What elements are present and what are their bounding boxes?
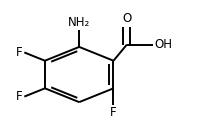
Text: O: O bbox=[122, 12, 131, 25]
Text: F: F bbox=[16, 46, 22, 59]
Text: F: F bbox=[110, 106, 117, 119]
Text: OH: OH bbox=[155, 38, 173, 51]
Text: NH₂: NH₂ bbox=[68, 16, 90, 29]
Text: F: F bbox=[16, 90, 22, 103]
